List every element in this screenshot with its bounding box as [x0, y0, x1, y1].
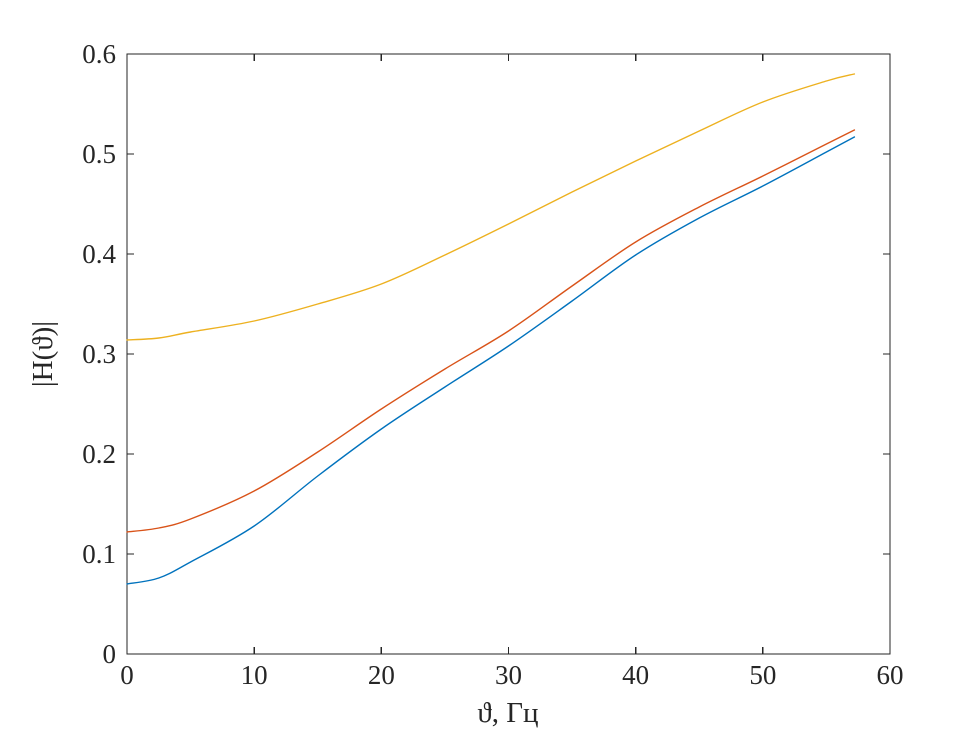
x-tick-label: 40 [622, 660, 649, 690]
axes-box [126, 53, 891, 655]
orange-series [126, 129, 856, 533]
y-tick-label: 0.1 [82, 539, 116, 569]
axes: 0 10 20 30 40 50 60 0 0.1 0.2 0.3 0.4 0.5 0.6 [82, 39, 903, 690]
yellow-series [126, 73, 856, 341]
x-tick-label: 30 [495, 660, 522, 690]
x-tick-label: 50 [749, 660, 776, 690]
x-axis-label: ϑ, Гц [477, 697, 538, 729]
y-axis-label: |H(ϑ)| [27, 321, 59, 387]
x-tick-label: 20 [368, 660, 395, 690]
y-tick-label: 0.5 [82, 139, 116, 169]
blue-series [126, 136, 856, 585]
curves [126, 73, 856, 585]
x-tick-label: 10 [241, 660, 268, 690]
y-tick-label: 0.4 [82, 239, 116, 269]
x-tick-label: 60 [877, 660, 904, 690]
y-tick-label: 0.2 [82, 439, 116, 469]
y-tick-label: 0 [103, 639, 117, 669]
x-tick-label: 0 [120, 660, 134, 690]
y-tick-label: 0.3 [82, 339, 116, 369]
y-tick-label: 0.6 [82, 39, 116, 69]
